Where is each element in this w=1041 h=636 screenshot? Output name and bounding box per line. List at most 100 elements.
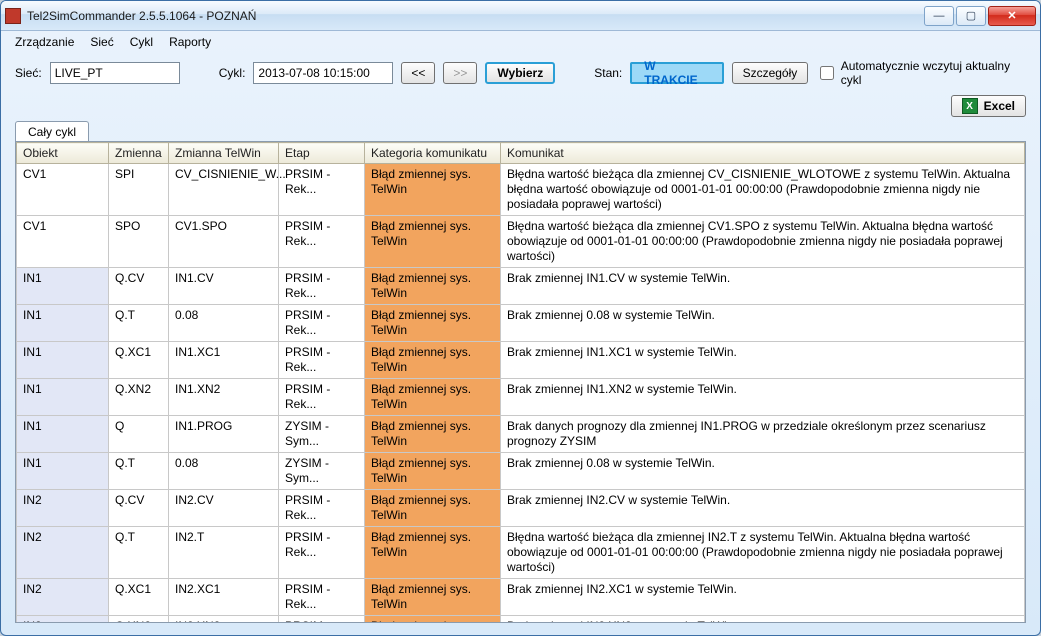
cell-telwin: IN2.XN2 <box>169 616 279 623</box>
cell-obiekt: IN1 <box>17 416 109 453</box>
col-msg[interactable]: Komunikat <box>501 143 1025 164</box>
table-row[interactable]: IN1Q.XC1IN1.XC1PRSIM - Rek...Błąd zmienn… <box>17 342 1025 379</box>
cell-zmienna: Q <box>109 416 169 453</box>
wybierz-button[interactable]: Wybierz <box>485 62 555 84</box>
cell-etap: PRSIM - Rek... <box>279 616 365 623</box>
prev-cycle-button[interactable]: << <box>401 62 435 84</box>
cell-etap: PRSIM - Rek... <box>279 216 365 268</box>
cell-obiekt: IN2 <box>17 579 109 616</box>
table-row[interactable]: IN1Q.T0.08ZYSIM - Sym...Błąd zmiennej sy… <box>17 453 1025 490</box>
table-row[interactable]: IN1Q.XN2IN1.XN2PRSIM - Rek...Błąd zmienn… <box>17 379 1025 416</box>
cell-kategoria: Błąd zmiennej sys. TelWin <box>365 164 501 216</box>
table-row[interactable]: CV1SPOCV1.SPOPRSIM - Rek...Błąd zmiennej… <box>17 216 1025 268</box>
table-row[interactable]: IN2Q.TIN2.TPRSIM - Rek...Błąd zmiennej s… <box>17 527 1025 579</box>
cell-zmienna: SPO <box>109 216 169 268</box>
auto-checkbox-input[interactable] <box>820 66 833 80</box>
menu-item[interactable]: Cykl <box>130 35 153 49</box>
cell-telwin: IN2.CV <box>169 490 279 527</box>
cell-komunikat: Brak zmiennej IN1.XC1 w systemie TelWin. <box>501 342 1025 379</box>
cykl-input[interactable] <box>253 62 393 84</box>
cell-zmienna: Q.CV <box>109 268 169 305</box>
cell-komunikat: Brak zmiennej IN2.XC1 w systemie TelWin. <box>501 579 1025 616</box>
minimize-button[interactable]: — <box>924 6 954 26</box>
cell-telwin: 0.08 <box>169 305 279 342</box>
stan-label: Stan: <box>594 66 622 80</box>
cell-etap: PRSIM - Rek... <box>279 579 365 616</box>
cell-zmienna: Q.XN2 <box>109 379 169 416</box>
cell-kategoria: Błąd zmiennej sys. TelWin <box>365 616 501 623</box>
szczegoly-button[interactable]: Szczegóły <box>732 62 809 84</box>
siec-input[interactable] <box>50 62 180 84</box>
table-row[interactable]: IN1QIN1.PROGZYSIM - Sym...Błąd zmiennej … <box>17 416 1025 453</box>
cell-komunikat: Brak zmiennej IN2.XN2 w systemie TelWin. <box>501 616 1025 623</box>
grid-scroll[interactable]: Obiekt Zmienna Zmianna TelWin Etap Kateg… <box>16 142 1025 622</box>
cell-zmienna: Q.T <box>109 453 169 490</box>
titlebar: Tel2SimCommander 2.5.5.1064 - POZNAŃ — ▢… <box>1 1 1040 31</box>
cell-obiekt: IN1 <box>17 305 109 342</box>
next-cycle-button[interactable]: >> <box>443 62 477 84</box>
cell-telwin: IN2.XC1 <box>169 579 279 616</box>
cell-telwin: CV1.SPO <box>169 216 279 268</box>
col-zmienna[interactable]: Zmienna <box>109 143 169 164</box>
table-row[interactable]: IN2Q.CVIN2.CVPRSIM - Rek...Błąd zmiennej… <box>17 490 1025 527</box>
menu-item[interactable]: Sieć <box>90 35 113 49</box>
tabs: Cały cykl <box>1 121 1040 142</box>
cell-kategoria: Błąd zmiennej sys. TelWin <box>365 490 501 527</box>
cell-obiekt: IN2 <box>17 490 109 527</box>
cell-komunikat: Błędna wartość bieżąca dla zmiennej CV1.… <box>501 216 1025 268</box>
col-obiekt[interactable]: Obiekt <box>17 143 109 164</box>
cell-komunikat: Błędna wartość bieżąca dla zmiennej CV_C… <box>501 164 1025 216</box>
cell-telwin: CV_CISNIENIE_W... <box>169 164 279 216</box>
cell-etap: PRSIM - Rek... <box>279 164 365 216</box>
cell-telwin: IN1.XC1 <box>169 342 279 379</box>
cell-komunikat: Brak zmiennej IN1.CV w systemie TelWin. <box>501 268 1025 305</box>
auto-checkbox[interactable]: Automatycznie wczytuj aktualny cykl <box>816 59 1026 87</box>
app-icon <box>5 8 21 24</box>
maximize-button[interactable]: ▢ <box>956 6 986 26</box>
cell-zmienna: Q.XC1 <box>109 579 169 616</box>
cell-etap: ZYSIM - Sym... <box>279 416 365 453</box>
cell-kategoria: Błąd zmiennej sys. TelWin <box>365 453 501 490</box>
table-row[interactable]: IN1Q.CVIN1.CVPRSIM - Rek...Błąd zmiennej… <box>17 268 1025 305</box>
tab-caly-cykl[interactable]: Cały cykl <box>15 121 89 142</box>
table-row[interactable]: IN2Q.XC1IN2.XC1PRSIM - Rek...Błąd zmienn… <box>17 579 1025 616</box>
cell-obiekt: IN2 <box>17 616 109 623</box>
cell-komunikat: Błędna wartość bieżąca dla zmiennej IN2.… <box>501 527 1025 579</box>
auto-checkbox-label: Automatycznie wczytuj aktualny cykl <box>841 59 1026 87</box>
cell-komunikat: Brak zmiennej IN2.CV w systemie TelWin. <box>501 490 1025 527</box>
cell-obiekt: CV1 <box>17 164 109 216</box>
menubar: Zrządzanie Sieć Cykl Raporty <box>1 31 1040 53</box>
close-button[interactable]: ✕ <box>988 6 1036 26</box>
cell-kategoria: Błąd zmiennej sys. TelWin <box>365 268 501 305</box>
cell-telwin: IN2.T <box>169 527 279 579</box>
cykl-label: Cykl: <box>219 66 246 80</box>
excel-button-label: Excel <box>984 99 1015 113</box>
col-telwin[interactable]: Zmianna TelWin <box>169 143 279 164</box>
cell-komunikat: Brak danych prognozy dla zmiennej IN1.PR… <box>501 416 1025 453</box>
cell-telwin: IN1.CV <box>169 268 279 305</box>
stan-value: W TRAKCIE <box>630 62 723 84</box>
col-kat[interactable]: Kategoria komunikatu <box>365 143 501 164</box>
table-row[interactable]: IN1Q.T0.08PRSIM - Rek...Błąd zmiennej sy… <box>17 305 1025 342</box>
table-row[interactable]: CV1SPICV_CISNIENIE_W...PRSIM - Rek...Błą… <box>17 164 1025 216</box>
cell-kategoria: Błąd zmiennej sys. TelWin <box>365 416 501 453</box>
cell-etap: PRSIM - Rek... <box>279 379 365 416</box>
col-etap[interactable]: Etap <box>279 143 365 164</box>
cell-komunikat: Brak zmiennej IN1.XN2 w systemie TelWin. <box>501 379 1025 416</box>
cell-zmienna: Q.XN2 <box>109 616 169 623</box>
menu-item[interactable]: Zrządzanie <box>15 35 74 49</box>
cell-etap: PRSIM - Rek... <box>279 342 365 379</box>
cell-zmienna: Q.T <box>109 305 169 342</box>
app-window: Tel2SimCommander 2.5.5.1064 - POZNAŃ — ▢… <box>0 0 1041 636</box>
cell-komunikat: Brak zmiennej 0.08 w systemie TelWin. <box>501 305 1025 342</box>
cell-telwin: IN1.XN2 <box>169 379 279 416</box>
cell-kategoria: Błąd zmiennej sys. TelWin <box>365 342 501 379</box>
cell-kategoria: Błąd zmiennej sys. TelWin <box>365 216 501 268</box>
menu-item[interactable]: Raporty <box>169 35 211 49</box>
table-row[interactable]: IN2Q.XN2IN2.XN2PRSIM - Rek...Błąd zmienn… <box>17 616 1025 623</box>
excel-button[interactable]: X Excel <box>951 95 1026 117</box>
excel-icon: X <box>962 98 978 114</box>
cell-telwin: 0.08 <box>169 453 279 490</box>
cell-zmienna: Q.XC1 <box>109 342 169 379</box>
cell-etap: PRSIM - Rek... <box>279 305 365 342</box>
